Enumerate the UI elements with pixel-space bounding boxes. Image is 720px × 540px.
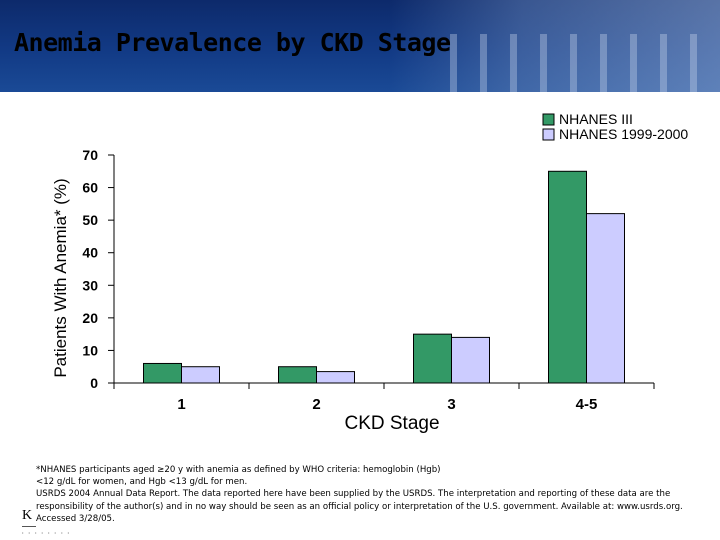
x-tick-label: 2 (312, 396, 320, 413)
y-tick-label: 20 (82, 310, 98, 326)
legend-swatch-nhanes-1999-2000 (542, 128, 555, 141)
y-tick-label: 10 (82, 342, 98, 358)
y-axis-title: Patients With Anemia* (%) (51, 178, 70, 377)
y-tick-label: 30 (82, 277, 98, 293)
bar-nhanes-1999-2000-stage-2 (316, 371, 355, 384)
x-tick-label: 3 (447, 396, 455, 413)
legend-swatch-nhanes-iii (542, 113, 555, 126)
y-tick-label: 60 (82, 180, 98, 196)
header-building-image (390, 0, 720, 92)
slide-header: Anemia Prevalence by CKD Stage (0, 0, 720, 92)
y-tick-label: 0 (90, 375, 98, 391)
y-tick-label: 70 (82, 147, 98, 163)
bar-nhanes-iii-stage-4-5 (548, 170, 587, 384)
legend-label-nhanes-1999-2000: NHANES 1999-2000 (559, 126, 688, 142)
bar-nhanes-1999-2000-stage-1 (181, 366, 220, 384)
logo-mark-icon: • • • • • • • • (22, 530, 71, 535)
bar-nhanes-iii-stage-3 (413, 333, 452, 384)
footnote-line-2: <12 g/dL for women, and Hgb <13 g/dL for… (36, 477, 248, 488)
logo-rule (22, 526, 36, 527)
footnote: *NHANES participants aged ≥20 y with ane… (36, 464, 706, 525)
bar-nhanes-1999-2000-stage-4-5 (586, 213, 625, 384)
bar-nhanes-iii-stage-2 (278, 366, 317, 384)
footnote-line-1: *NHANES participants aged ≥20 y with ane… (36, 465, 441, 475)
x-axis-title: CKD Stage (344, 413, 439, 434)
bar-nhanes-iii-stage-1 (143, 362, 182, 384)
x-tick-label: 4-5 (576, 396, 598, 413)
bar-nhanes-1999-2000-stage-3 (451, 336, 490, 384)
logo-letter: K (22, 508, 33, 523)
x-tick-label: 1 (177, 396, 185, 413)
bar-chart: 0 10 20 30 40 50 60 70 1 2 3 4-5 CKD Stage Patients W… (51, 111, 688, 434)
y-tick-label: 50 (82, 212, 98, 228)
legend-label-nhanes-iii: NHANES III (559, 111, 633, 127)
footnote-line-3: USRDS 2004 Annual Data Report. The data … (36, 489, 683, 524)
y-tick-label: 40 (82, 245, 98, 261)
slide-title: Anemia Prevalence by CKD Stage (14, 28, 451, 57)
